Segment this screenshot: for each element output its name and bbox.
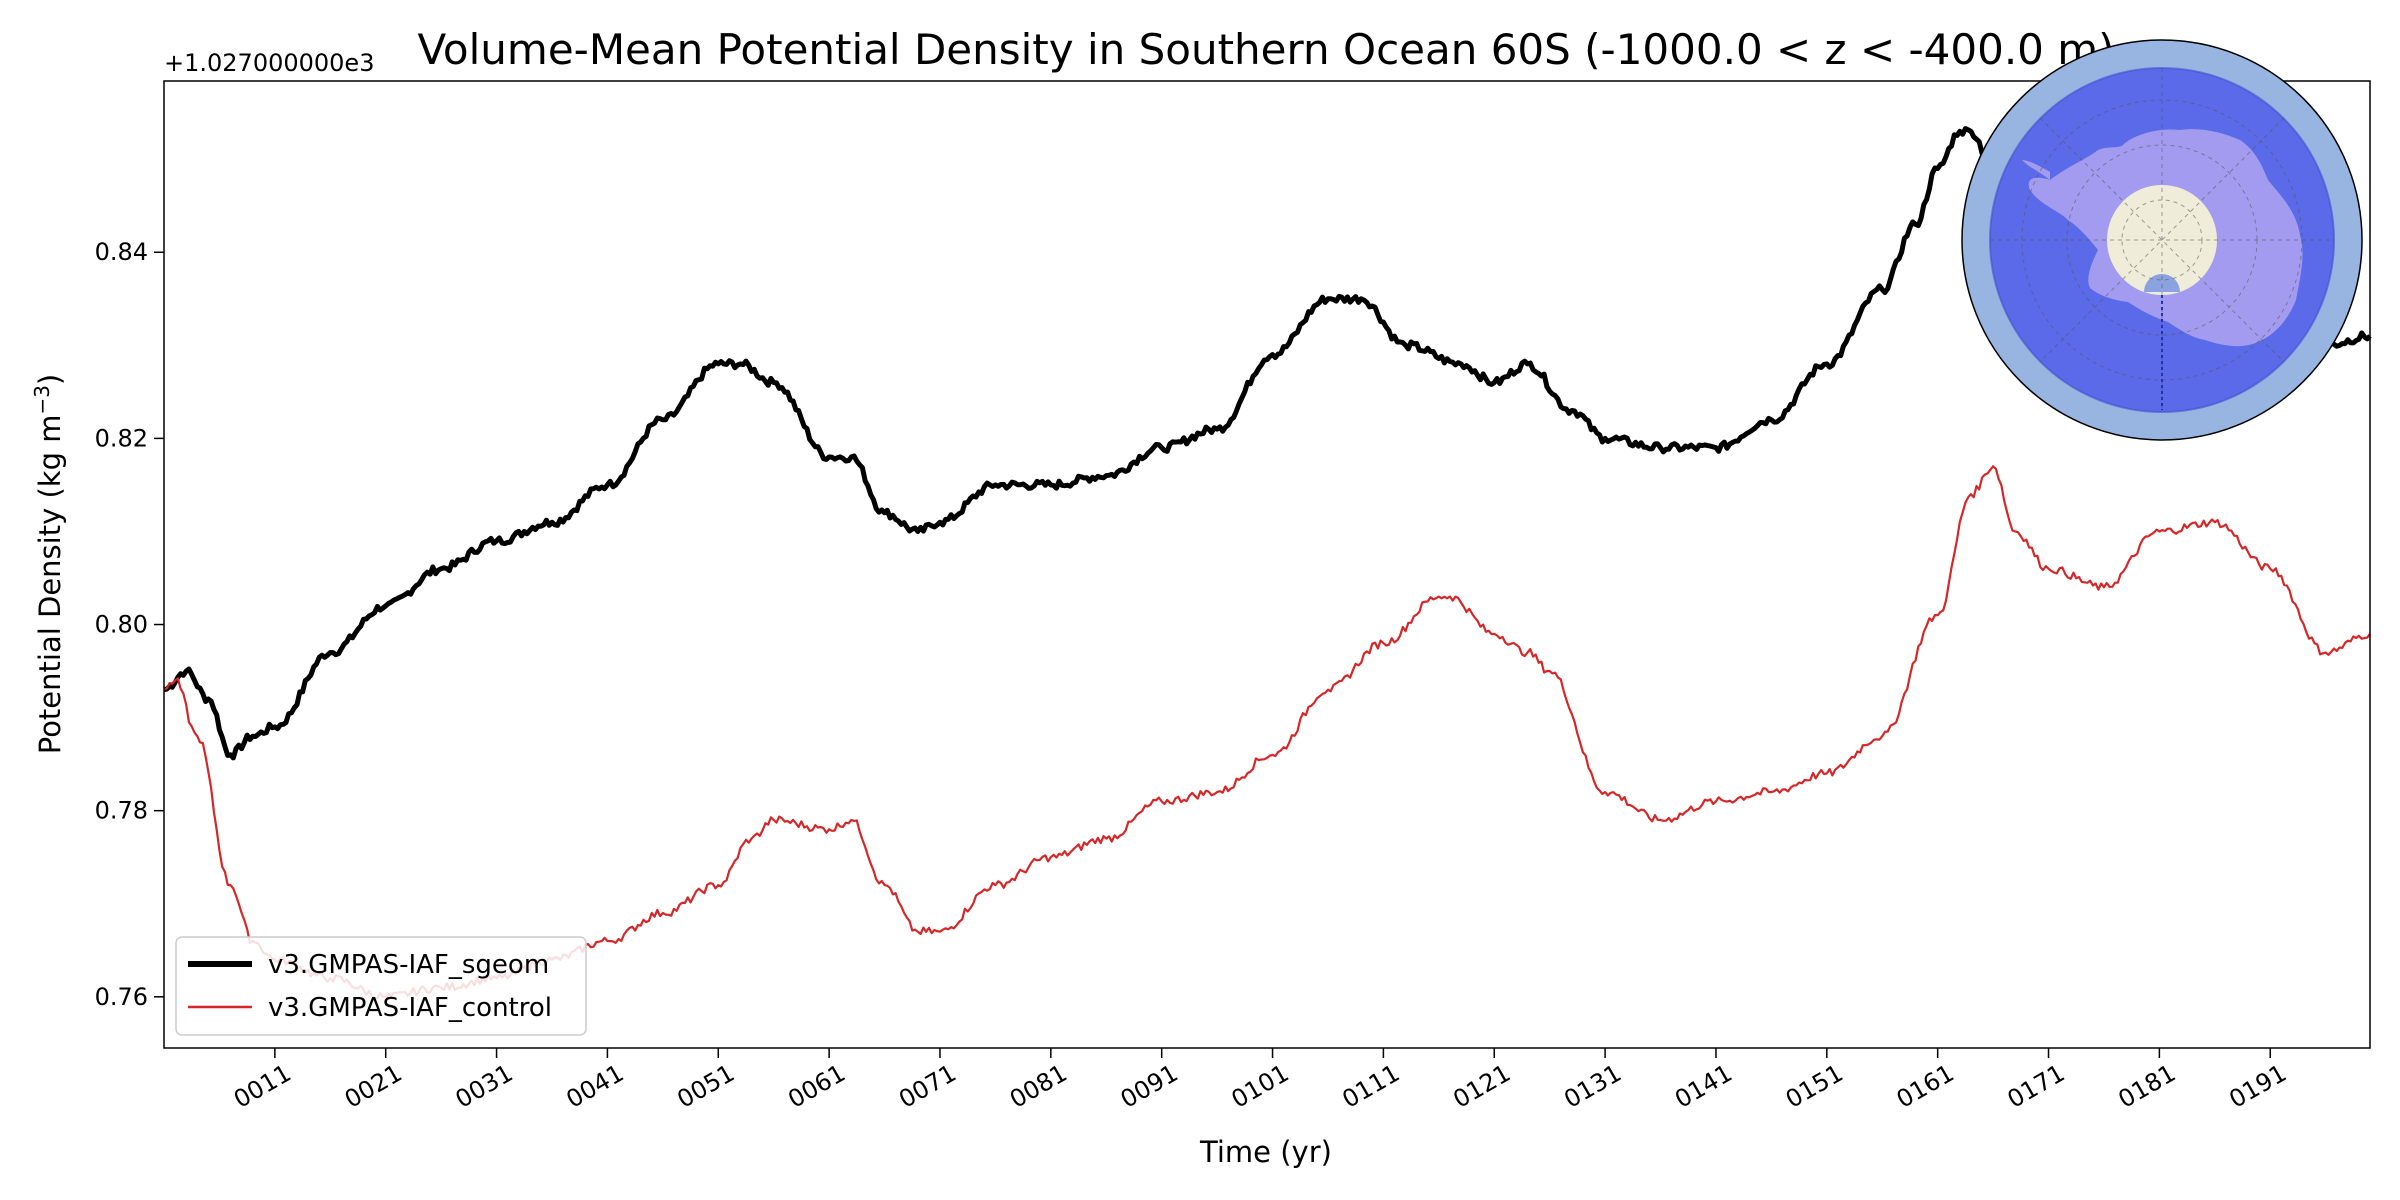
y-tick-label: 0.84 [95, 238, 148, 266]
x-tick-label: 0041 [562, 1059, 629, 1114]
y-axis-label-close: ) [33, 374, 67, 385]
plot-frame [163, 80, 2371, 1049]
x-tick-label: 0121 [1448, 1059, 1515, 1114]
map-small-bay [2144, 274, 2180, 292]
x-tick-label: 0021 [340, 1059, 407, 1114]
x-tick-label: 0091 [1116, 1059, 1183, 1114]
y-axis-label-main: Potential Density (kg m [33, 415, 67, 755]
antarctic-peninsula [2022, 160, 2050, 180]
x-tick-label: 0131 [1559, 1059, 1626, 1114]
x-tick-label: 0011 [229, 1059, 296, 1114]
legend-label-control: v3.GMPAS-IAF_control [268, 993, 552, 1023]
legend: v3.GMPAS-IAF_sgeom v3.GMPAS-IAF_control [175, 936, 587, 1036]
x-tick-label: 0051 [672, 1059, 739, 1114]
x-tick-label: 0191 [2224, 1059, 2291, 1114]
x-tick-label: 0151 [1781, 1059, 1848, 1114]
x-axis: 0011 0021 0031 0041 0051 0061 0071 0081 0091 0101… [229, 1048, 2291, 1114]
y-tick-label: 0.82 [95, 424, 148, 452]
x-axis-label: Time (yr) [1199, 1135, 1332, 1169]
x-tick-label: 0111 [1338, 1059, 1405, 1114]
series-line-1 [163, 465, 2371, 1001]
x-tick-label: 0181 [2113, 1059, 2180, 1114]
legend-label-sgeom: v3.GMPAS-IAF_sgeom [268, 950, 549, 980]
x-tick-label: 0081 [1005, 1059, 1072, 1114]
x-tick-label: 0061 [783, 1059, 850, 1114]
y-axis-label: Potential Density (kg m−3) [30, 374, 67, 755]
x-tick-label: 0141 [1670, 1059, 1737, 1114]
y-tick-label: 0.78 [95, 797, 148, 825]
y-axis-label-superscript: −3 [30, 385, 54, 414]
x-tick-label: 0071 [894, 1059, 961, 1114]
legend-box [175, 936, 587, 1036]
y-tick-label: 0.80 [95, 611, 148, 639]
x-tick-label: 0101 [1227, 1059, 1294, 1114]
x-tick-label: 0031 [451, 1059, 518, 1114]
y-tick-label: 0.76 [95, 983, 148, 1011]
chart-title: Volume-Mean Potential Density in Souther… [417, 25, 2114, 74]
x-tick-label: 0171 [2003, 1059, 2070, 1114]
inset-map [1961, 39, 2363, 441]
y-axis: 0.76 0.78 0.80 0.82 0.84 [95, 238, 164, 1011]
y-offset-label: +1.027000000e3 [164, 49, 374, 77]
x-tick-label: 0161 [1892, 1059, 1959, 1114]
